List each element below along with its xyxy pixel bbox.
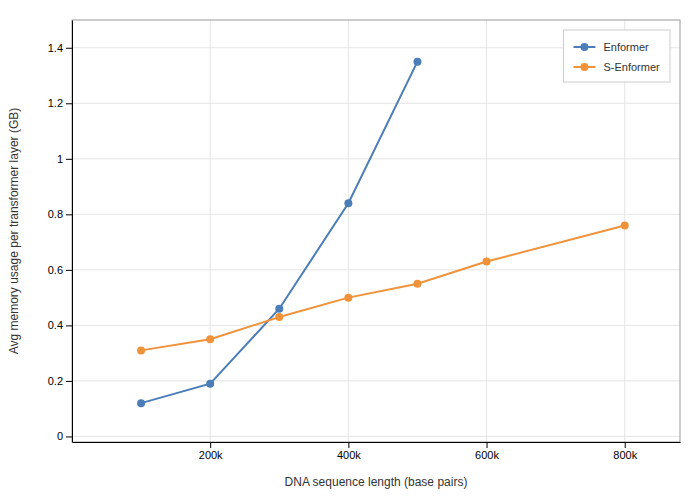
- tick-label: 200k: [199, 449, 223, 461]
- series: [137, 221, 629, 354]
- tick-mark: [66, 48, 72, 49]
- y-axis-title: Avg memory usage per transformer layer (…: [7, 108, 21, 355]
- line: [141, 62, 417, 403]
- tick-mark: [66, 325, 72, 326]
- tick: 0: [57, 430, 72, 442]
- point: [206, 335, 214, 343]
- tick: 800k: [613, 442, 637, 461]
- tick-label: 1.2: [48, 97, 63, 109]
- grid-line: [72, 269, 680, 270]
- tick-label: 600k: [475, 449, 499, 461]
- chart: 200k 400k 600k 800k 0 0.2 0.4 0.6 0.8 1 1.2 1.4 Enfo…: [0, 0, 700, 500]
- tick-mark: [66, 159, 72, 160]
- point: [413, 280, 421, 288]
- tick: 200k: [199, 442, 223, 461]
- tick: 0.2: [48, 375, 72, 387]
- x-axis-title: DNA sequence length (base pairs): [285, 475, 468, 489]
- point: [275, 313, 283, 321]
- axis-line: [73, 442, 681, 443]
- grid-line: [210, 20, 211, 442]
- grid-line: [72, 436, 680, 437]
- tick: 1.4: [48, 42, 72, 54]
- legend-swatch: [580, 63, 588, 71]
- line: [141, 225, 625, 350]
- tick-mark: [210, 442, 211, 448]
- legend-item: S-Enformer: [573, 61, 660, 73]
- tick: 600k: [475, 442, 499, 461]
- legend-label: Enformer: [603, 41, 649, 53]
- point: [206, 380, 214, 388]
- point: [621, 221, 629, 229]
- tick-label: 400k: [337, 449, 361, 461]
- grid-line: [72, 325, 680, 326]
- grid-line: [72, 380, 680, 381]
- tick-label: 0.2: [48, 375, 63, 387]
- legend-box: [563, 30, 670, 82]
- grid-line: [348, 20, 349, 442]
- tick: 0.6: [48, 264, 72, 276]
- tick: 0.8: [48, 208, 72, 220]
- y-axis: 0 0.2 0.4 0.6 0.8 1 1.2 1.4: [48, 21, 73, 443]
- tick-mark: [66, 103, 72, 104]
- tick-label: 1: [57, 153, 63, 165]
- plot: 200k 400k 600k 800k 0 0.2 0.4 0.6 0.8 1 1.2 1.4 Enfo…: [48, 20, 681, 461]
- point: [344, 294, 352, 302]
- point: [137, 346, 145, 354]
- point: [413, 58, 421, 66]
- tick-mark: [348, 442, 349, 448]
- grid-line: [624, 20, 625, 442]
- tick-mark: [66, 381, 72, 382]
- tick-mark: [625, 442, 626, 448]
- tick-label: 0.4: [48, 319, 63, 331]
- tick-label: 1.4: [48, 42, 63, 54]
- grid-line: [72, 214, 680, 215]
- x-axis: 200k 400k 600k 800k: [73, 442, 681, 461]
- point: [275, 305, 283, 313]
- point: [483, 258, 491, 266]
- tick-mark: [66, 214, 72, 215]
- marks: [137, 58, 629, 407]
- legend-label: S-Enformer: [603, 61, 660, 73]
- legend-item: Enformer: [573, 41, 649, 53]
- tick-mark: [66, 270, 72, 271]
- tick-label: 0.8: [48, 208, 63, 220]
- grid-line: [72, 103, 680, 104]
- tick-mark: [66, 436, 72, 437]
- tick: 0.4: [48, 319, 72, 331]
- tick: 1.2: [48, 97, 72, 109]
- tick-label: 0.6: [48, 264, 63, 276]
- tick-mark: [487, 442, 488, 448]
- tick-label: 0: [57, 430, 63, 442]
- grid: [72, 20, 680, 442]
- tick: 1: [57, 153, 72, 165]
- grid-line: [486, 20, 487, 442]
- series: [137, 58, 421, 407]
- axis-line: [72, 21, 73, 443]
- point: [137, 399, 145, 407]
- plot-frame: [72, 20, 680, 442]
- legend: Enformer S-Enformer: [563, 30, 670, 82]
- point: [344, 199, 352, 207]
- grid-line: [72, 158, 680, 159]
- tick-label: 800k: [613, 449, 637, 461]
- legend-swatch: [580, 43, 588, 51]
- tick: 400k: [337, 442, 361, 461]
